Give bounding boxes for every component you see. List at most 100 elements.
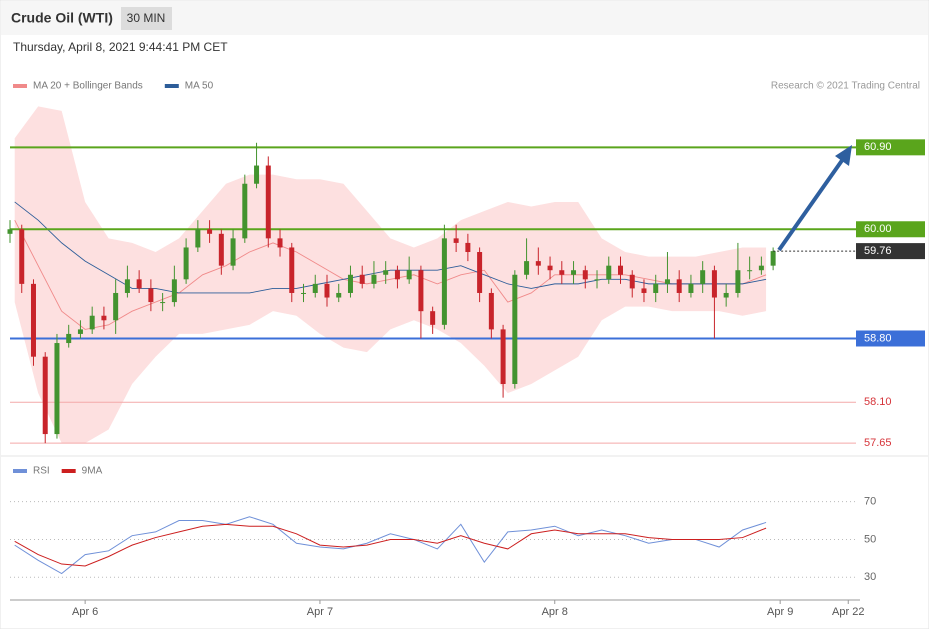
legend-swatch bbox=[61, 469, 76, 473]
legend-swatch bbox=[13, 84, 27, 88]
legend-swatch bbox=[164, 84, 179, 88]
candle-body bbox=[547, 265, 553, 271]
candle-body bbox=[394, 270, 400, 280]
candle-body bbox=[711, 270, 717, 298]
level-label: 57.65 bbox=[864, 437, 892, 449]
candle-body bbox=[723, 292, 729, 298]
candle-body bbox=[430, 311, 436, 325]
candle-body bbox=[171, 279, 177, 303]
chart-title: Crude Oil (WTI) bbox=[11, 10, 113, 26]
candle-body bbox=[700, 270, 706, 284]
candle-body bbox=[406, 270, 412, 280]
forecast-arrow bbox=[777, 157, 845, 252]
level-label: 60.00 bbox=[864, 223, 892, 235]
candle-body bbox=[207, 229, 213, 234]
x-tick-label: Apr 22 bbox=[832, 606, 864, 618]
legend-swatch bbox=[13, 469, 27, 473]
candle-body bbox=[488, 292, 494, 330]
candle-body bbox=[383, 270, 389, 275]
candle-body bbox=[289, 247, 295, 293]
candle-body bbox=[66, 333, 72, 344]
candle-body bbox=[418, 270, 424, 312]
date: Thursday, April 8, 2021 9:44:41 PM CET bbox=[13, 40, 228, 54]
candle-body bbox=[336, 292, 342, 298]
candle-body bbox=[770, 251, 776, 266]
current-price-label: 59.76 bbox=[864, 245, 892, 257]
candle-body bbox=[535, 261, 541, 266]
candle-body bbox=[136, 279, 142, 289]
moving-average bbox=[14, 219, 767, 330]
current-price-box bbox=[856, 243, 925, 260]
x-tick-label: Apr 6 bbox=[72, 606, 98, 618]
candle-body bbox=[500, 329, 506, 384]
candle-body bbox=[324, 283, 330, 298]
candle-body bbox=[101, 315, 107, 321]
candle-body bbox=[160, 302, 166, 304]
bollinger-band bbox=[14, 106, 767, 444]
candle-body bbox=[747, 270, 753, 272]
candle-body bbox=[735, 270, 741, 293]
candle-body bbox=[453, 238, 459, 243]
candle-body bbox=[148, 288, 154, 303]
forecast-arrowhead bbox=[835, 145, 852, 166]
candle-body bbox=[629, 274, 635, 289]
candle-body bbox=[559, 270, 565, 275]
candle-body bbox=[606, 265, 612, 280]
candle-body bbox=[347, 274, 353, 293]
indicator-line bbox=[14, 516, 767, 575]
candle-body bbox=[465, 242, 471, 253]
candle-body bbox=[524, 261, 530, 275]
candle-body bbox=[441, 238, 447, 325]
x-tick-label: Apr 7 bbox=[307, 606, 333, 618]
candle-body bbox=[77, 329, 83, 334]
candle-body bbox=[371, 274, 377, 284]
legend-label: MA 50 bbox=[185, 81, 214, 92]
candle-body bbox=[664, 279, 670, 284]
candle-body bbox=[230, 238, 236, 266]
candle-body bbox=[688, 283, 694, 293]
timeframe-badge bbox=[121, 7, 172, 30]
x-tick-label: Apr 8 bbox=[542, 606, 568, 618]
legend-label: 9MA bbox=[82, 466, 103, 477]
candle-body bbox=[617, 265, 623, 275]
candle-body bbox=[30, 283, 36, 357]
x-tick-label: Apr 9 bbox=[767, 606, 793, 618]
candle-body bbox=[301, 292, 307, 294]
candle-body bbox=[265, 165, 271, 239]
candle-body bbox=[218, 233, 224, 266]
candle-body bbox=[19, 229, 25, 284]
candle-body bbox=[195, 229, 201, 248]
candle-body bbox=[758, 265, 764, 271]
level-label: 58.80 bbox=[864, 332, 892, 344]
candle-body bbox=[312, 283, 318, 293]
candle-body bbox=[54, 343, 60, 435]
candle-body bbox=[594, 279, 600, 281]
legend-label: MA 20 + Bollinger Bands bbox=[33, 81, 143, 92]
legend-label: RSI bbox=[33, 466, 50, 477]
candle-body bbox=[571, 270, 577, 275]
level-label: 58.10 bbox=[864, 396, 892, 408]
candle-body bbox=[653, 283, 659, 293]
level-box bbox=[856, 330, 925, 347]
indicator-line bbox=[14, 523, 767, 567]
y-tick-label: 70 bbox=[864, 496, 876, 508]
candle-body bbox=[277, 238, 283, 248]
timeframe: 30 MIN bbox=[127, 11, 166, 25]
candle-body bbox=[512, 274, 518, 384]
candle-body bbox=[582, 270, 588, 280]
source: Research © 2021 Trading Central bbox=[771, 81, 920, 92]
candle-body bbox=[7, 229, 13, 234]
candle-body bbox=[124, 279, 130, 293]
level-box bbox=[856, 221, 925, 238]
candle-body bbox=[183, 247, 189, 280]
candle-body bbox=[641, 288, 647, 293]
candle-body bbox=[242, 183, 248, 239]
candle-body bbox=[676, 279, 682, 293]
level-label: 60.90 bbox=[864, 141, 892, 153]
level-box bbox=[856, 139, 925, 156]
y-tick-label: 30 bbox=[864, 571, 876, 583]
candle-body bbox=[254, 165, 260, 184]
y-tick-label: 50 bbox=[864, 533, 876, 545]
